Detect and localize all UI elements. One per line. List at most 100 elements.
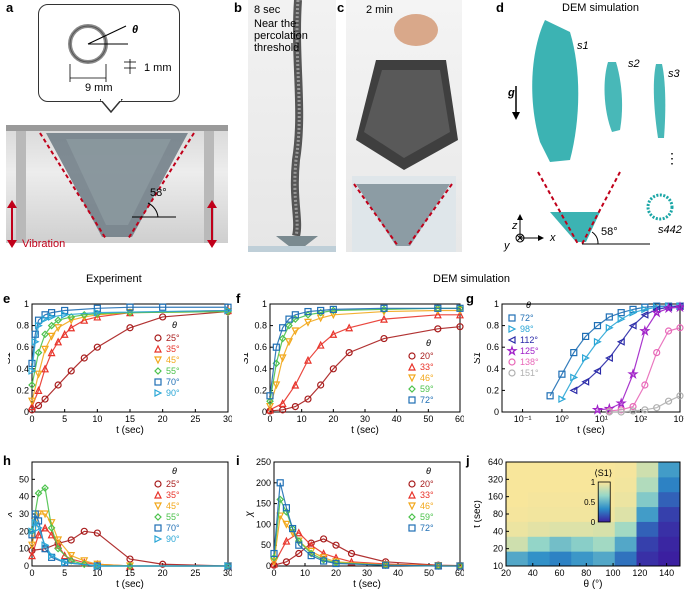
data-point-35° — [93, 312, 102, 321]
x-tick-label: 0 — [29, 414, 34, 424]
y-tick-label: 0.4 — [254, 364, 267, 374]
heat-cell — [614, 476, 637, 493]
data-point-20° — [291, 402, 299, 411]
x-tick-label: 0 — [267, 414, 272, 424]
data-point-72° — [319, 557, 328, 565]
heat-cell — [593, 551, 616, 567]
x-tick-label: 5 — [62, 568, 67, 578]
panel-a-photo: 58° — [6, 125, 228, 243]
data-point-59° — [285, 321, 293, 330]
data-point-45° — [47, 332, 56, 341]
data-point-72° — [279, 324, 287, 332]
legend-label-72°: 72° — [420, 523, 434, 533]
legend-label-125°: 125° — [520, 346, 539, 356]
data-point-55° — [80, 560, 89, 569]
y-tick-label: 0 — [266, 561, 271, 571]
data-point-20° — [295, 549, 303, 558]
data-point-25° — [159, 313, 167, 321]
dem-simulation-drawing — [512, 20, 674, 245]
data-point-59° — [278, 334, 287, 343]
data-point-72° — [605, 313, 613, 321]
heat-cell — [527, 536, 550, 552]
data-point-90° — [28, 527, 37, 536]
heat-cell — [658, 506, 681, 522]
x-tick-label: 50 — [423, 414, 433, 424]
data-point-90° — [34, 321, 43, 330]
data-point-70° — [159, 303, 167, 311]
data-point-33° — [278, 399, 287, 407]
data-point-20° — [345, 348, 353, 357]
data-point-70° — [31, 510, 39, 518]
heat-cell — [636, 551, 659, 567]
data-point-90° — [93, 562, 102, 570]
heat-cell — [549, 506, 572, 522]
data-point-151° — [664, 397, 673, 405]
y-axis-label: χ — [244, 511, 255, 518]
x-tick-label: 40 — [528, 568, 538, 578]
heat-cell — [658, 536, 681, 552]
data-point-46° — [270, 558, 278, 567]
y-tick-label: 40 — [19, 492, 29, 502]
heat-cell — [506, 521, 529, 537]
data-point-125° — [639, 325, 651, 336]
data-point-55° — [47, 524, 56, 532]
y-tick-label: 50 — [261, 540, 271, 550]
x-axis-label: θ (°) — [584, 579, 603, 590]
axis-x-label: x — [550, 232, 556, 244]
heat-cell — [506, 551, 529, 567]
heat-cell — [658, 551, 681, 567]
chart-h: 0 5 10 15 20 25 30 0 10 20 30 40 50 t (sec) χ θ 25°35°45… — [8, 461, 232, 590]
x-axis-label: t (sec) — [353, 579, 381, 590]
data-point-98° — [605, 323, 614, 332]
legend-marker-20° — [408, 352, 416, 360]
legend-title: θ — [426, 466, 431, 476]
heat-cell — [636, 476, 659, 493]
legend-label-90°: 90° — [166, 388, 180, 398]
legend-marker-25° — [154, 334, 162, 342]
colorbar-tick-label: 1 — [591, 478, 596, 487]
data-point-20° — [456, 323, 464, 331]
x-tick-label: 50 — [424, 568, 434, 578]
funnel-drawing — [6, 125, 228, 243]
data-point-45° — [28, 397, 36, 406]
data-point-90° — [224, 562, 232, 570]
data-point-45° — [67, 551, 76, 560]
y-tick-label: 0.8 — [486, 321, 499, 331]
y-axis-label: S1 — [8, 352, 13, 364]
data-point-20° — [434, 325, 442, 333]
legend-label-35°: 35° — [166, 344, 180, 354]
series-line-138° — [609, 327, 681, 412]
data-point-46° — [272, 381, 281, 390]
axis-z-label: z — [512, 220, 518, 232]
y-tick-label: 0.6 — [16, 342, 29, 352]
data-point-46° — [278, 354, 287, 363]
heat-cell — [571, 506, 594, 522]
x-tick-label: 20 — [501, 568, 511, 578]
legend-label-138°: 138° — [520, 357, 539, 367]
y-tick-label: 0.6 — [486, 342, 499, 352]
data-point-72° — [570, 348, 578, 357]
x-axis-label: t (sec) — [351, 425, 379, 436]
data-point-98° — [629, 308, 638, 317]
data-point-55° — [41, 330, 49, 339]
panel-i-label: i — [236, 453, 240, 468]
y-tick-label: 1 — [24, 299, 29, 309]
series-line-25° — [31, 530, 229, 567]
series-line-55° — [31, 486, 228, 567]
panel-b-note-3: threshold — [254, 42, 300, 54]
x-tick-label: 140 — [659, 568, 674, 578]
heat-cell — [658, 491, 681, 508]
y-tick-label: 640 — [488, 457, 503, 467]
data-point-70° — [126, 303, 134, 311]
y-tick-label: 0.2 — [486, 385, 499, 395]
data-point-20° — [304, 395, 312, 403]
heat-cell — [614, 491, 637, 508]
data-point-35° — [41, 364, 50, 373]
legend-marker-45° — [154, 502, 162, 511]
panel-c-label: c — [337, 0, 345, 15]
y-tick-label: 250 — [256, 457, 271, 467]
heat-cell — [636, 491, 659, 508]
panel-b-label: b — [234, 0, 242, 15]
legend-marker-70° — [154, 524, 162, 532]
legend-label-72°: 72° — [520, 313, 534, 323]
